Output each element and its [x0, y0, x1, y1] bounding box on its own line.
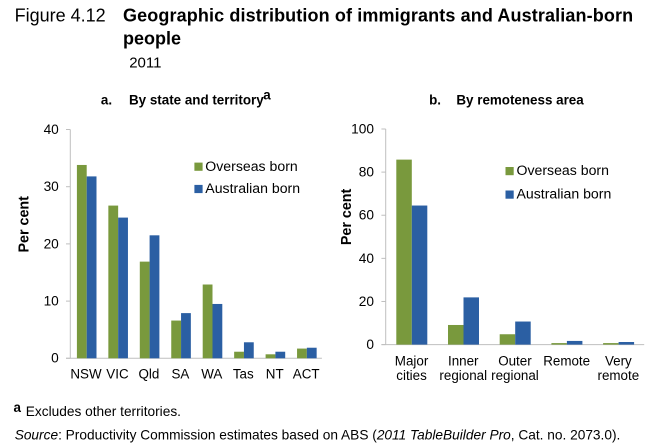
- svg-text:Tas: Tas: [233, 366, 254, 381]
- svg-text:20: 20: [359, 294, 375, 309]
- svg-text:Outer: Outer: [498, 353, 532, 368]
- svg-text:10: 10: [44, 294, 60, 309]
- svg-text:ACT: ACT: [293, 366, 320, 381]
- svg-text:Inner: Inner: [448, 353, 479, 368]
- svg-text:20: 20: [44, 236, 60, 251]
- svg-text:a: a: [14, 400, 22, 415]
- svg-text:2011: 2011: [129, 55, 161, 72]
- svg-text:Remote: Remote: [543, 353, 590, 368]
- svg-text:Geographic distribution of imm: Geographic distribution of immigrants an…: [123, 6, 633, 26]
- svg-text:a: a: [263, 87, 271, 102]
- svg-text:0: 0: [51, 351, 59, 366]
- svg-text:Very: Very: [605, 353, 632, 368]
- svg-text:WA: WA: [201, 366, 222, 381]
- svg-text:40: 40: [44, 122, 60, 137]
- svg-text:regional: regional: [439, 368, 487, 383]
- svg-text:remote: remote: [598, 368, 640, 383]
- svg-text:Qld: Qld: [139, 366, 160, 381]
- svg-text:Overseas born: Overseas born: [205, 158, 297, 174]
- svg-text:NSW: NSW: [70, 366, 102, 381]
- svg-text:NT: NT: [266, 366, 284, 381]
- svg-text:By remoteness area: By remoteness area: [456, 92, 584, 107]
- svg-text:40: 40: [359, 251, 375, 266]
- svg-text:By state and territory: By state and territory: [129, 92, 264, 107]
- svg-text:Figure 4.12: Figure 4.12: [15, 6, 106, 26]
- svg-text:80: 80: [359, 165, 375, 180]
- svg-text:Overseas born: Overseas born: [517, 162, 609, 178]
- svg-text:Source: Productivity Commissio: Source: Productivity Commission estimate…: [15, 427, 621, 442]
- svg-text:60: 60: [359, 208, 375, 223]
- svg-text:SA: SA: [171, 366, 189, 381]
- svg-text:Australian born: Australian born: [517, 186, 612, 202]
- svg-text:people: people: [123, 29, 181, 49]
- svg-text:b.: b.: [429, 92, 441, 107]
- svg-text:30: 30: [44, 179, 60, 194]
- svg-text:VIC: VIC: [106, 366, 129, 381]
- svg-text:Per cent: Per cent: [339, 188, 355, 245]
- svg-text:Excludes other territories.: Excludes other territories.: [26, 404, 181, 419]
- svg-text:Australian born: Australian born: [205, 180, 300, 196]
- svg-text:Major: Major: [395, 353, 429, 368]
- svg-text:Per cent: Per cent: [17, 196, 33, 253]
- svg-text:cities: cities: [396, 368, 427, 383]
- svg-text:a.: a.: [101, 92, 112, 107]
- svg-text:regional: regional: [491, 368, 539, 383]
- svg-text:100: 100: [351, 121, 374, 136]
- svg-text:0: 0: [366, 337, 374, 352]
